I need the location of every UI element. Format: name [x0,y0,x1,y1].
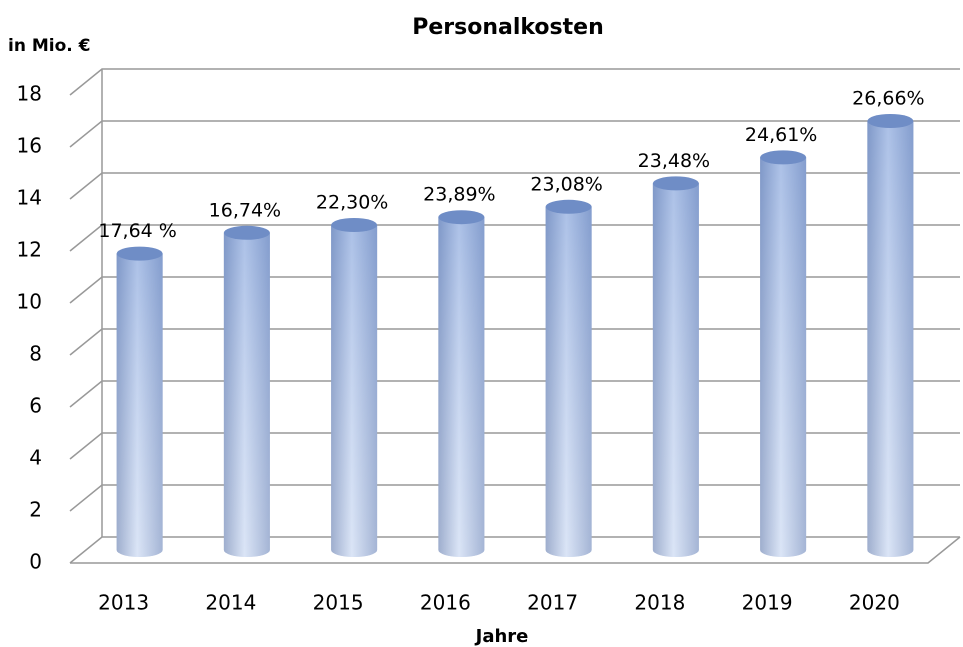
y-axis-label: in Mio. € [8,36,90,56]
y-tick-label: 8 [29,342,42,366]
bar-shade [545,206,592,558]
annotation: 17,64 % [98,220,177,242]
y-tick-label: 12 [17,238,42,262]
x-tick-label: 2019 [742,591,793,615]
bar-shade [438,217,485,558]
bar [331,218,378,558]
y-tick-label: 0 [29,550,42,574]
bar-top [545,199,592,214]
bar [652,176,699,558]
bar-top [867,114,914,128]
grid-line [69,380,960,408]
y-tick-label: 18 [17,82,42,106]
grid-line [69,224,960,252]
bar-top [652,176,699,191]
bar-shade [760,157,807,558]
x-tick-label: 2014 [205,591,256,615]
annotation: 23,48% [638,150,710,172]
x-tick-label: 2015 [313,591,364,615]
annotation: 16,74% [209,199,281,221]
grid-line [69,536,960,564]
y-tick-label: 14 [17,186,42,210]
grid-line [69,432,960,460]
grid-line [69,484,960,512]
bar-shade [116,253,163,558]
y-tick-label: 2 [29,498,42,522]
bar-top [223,225,270,240]
bar [867,114,914,558]
bar [438,210,485,558]
annotation: 26,66% [852,88,924,110]
y-tick-label: 10 [17,290,42,314]
bar-shade [223,232,270,558]
bar [116,246,163,558]
bar-shade [652,183,699,558]
bar [760,150,807,558]
x-tick-label: 2018 [634,591,685,615]
x-tick-label: 2013 [98,591,149,615]
annotation: 23,08% [530,173,602,195]
bar-shade [331,225,378,558]
bar [545,199,592,558]
chart-title: Personalkosten [412,15,604,40]
annotation: 22,30% [316,192,388,214]
x-tick-label: 2017 [527,591,578,615]
bar-top [760,150,807,165]
bar-top [438,210,485,225]
y-tick-label: 4 [29,446,42,470]
annotation: 24,61% [745,124,817,146]
x-tick-label: 2020 [849,591,900,615]
annotation: 23,89% [423,184,495,206]
bar-shade [867,121,914,558]
grid-line [69,120,960,148]
bar-top [116,246,163,261]
x-axis-label: Jahre [474,626,529,647]
bar [223,225,270,558]
grid-line [69,172,960,200]
y-tick-label: 6 [29,394,42,418]
x-tick-label: 2016 [420,591,471,615]
grid-line [69,276,960,304]
grid-line [69,328,960,356]
y-tick-label: 16 [17,134,42,158]
floor [70,536,961,564]
bar-top [331,218,378,232]
grid-line [69,68,960,96]
